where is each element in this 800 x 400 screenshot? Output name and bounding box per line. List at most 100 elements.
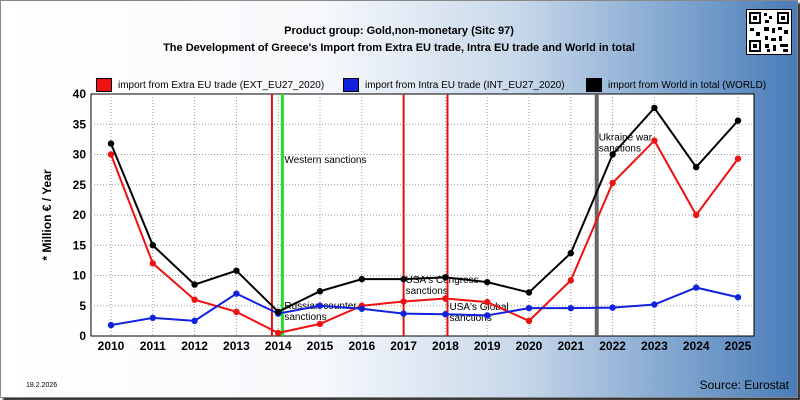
legend-swatch-red xyxy=(96,78,112,92)
series-point-2 xyxy=(609,151,616,158)
series-point-0 xyxy=(275,329,282,337)
event-label: sanctions xyxy=(599,144,641,155)
series-point-1 xyxy=(316,302,324,309)
series-point-0 xyxy=(525,317,533,325)
y-tick-label: 10 xyxy=(73,269,87,283)
x-tick-label: 2010 xyxy=(98,339,125,353)
series-point-2 xyxy=(525,289,533,296)
series-line-0 xyxy=(110,138,739,335)
y-tick-label: 30 xyxy=(73,148,87,162)
series-point-2 xyxy=(107,140,115,147)
legend-label-world: import from World in total (WORLD) xyxy=(608,79,767,91)
x-tick-label: 2019 xyxy=(474,339,501,353)
series-point-1 xyxy=(525,304,533,312)
x-tick-label: 2024 xyxy=(683,339,710,353)
series-point-2 xyxy=(316,288,324,295)
series-point-1 xyxy=(233,290,240,297)
y-tick-label: 25 xyxy=(73,178,87,192)
series-point-0 xyxy=(651,137,658,144)
series-lines xyxy=(107,104,742,337)
y-tick-label: 5 xyxy=(79,299,86,313)
series-point-1 xyxy=(149,314,156,322)
x-tick-label: 2020 xyxy=(516,339,543,353)
event-label: sanctions xyxy=(284,312,326,323)
series-point-0 xyxy=(107,151,115,158)
series-point-0 xyxy=(484,298,491,306)
y-tick-label: 0 xyxy=(79,329,86,343)
x-tick-label: 2025 xyxy=(725,339,752,353)
y-tick-label: 35 xyxy=(73,117,87,131)
chart-legend: import from Extra EU trade (EXT_EU27_202… xyxy=(96,78,776,94)
series-point-2 xyxy=(567,249,574,257)
x-tick-label: 2015 xyxy=(307,339,334,353)
series-line-2 xyxy=(110,106,739,314)
y-tick-label: 40 xyxy=(73,87,87,101)
series-point-2 xyxy=(400,275,407,283)
series-point-0 xyxy=(693,211,700,219)
series-point-1 xyxy=(567,304,574,312)
event-label: sanctions xyxy=(406,286,448,297)
series-point-1 xyxy=(484,312,491,319)
x-tick-label: 2018 xyxy=(432,339,459,353)
x-tick-label: 2022 xyxy=(599,339,626,353)
chart-title-line2: The Development of Greece's Import from … xyxy=(163,42,635,54)
event-label: Ukraine war xyxy=(599,133,653,144)
legend-label-intra-eu: import from Intra EU trade (INT_EU27_202… xyxy=(365,79,565,91)
series-point-1 xyxy=(651,301,658,308)
series-point-2 xyxy=(693,164,700,171)
series-point-1 xyxy=(609,304,616,311)
series-point-2 xyxy=(275,308,282,315)
series-point-2 xyxy=(191,281,198,288)
qr-code xyxy=(746,9,792,55)
event-label: USA's Congress xyxy=(406,275,479,286)
series-line-1 xyxy=(110,286,739,327)
series-point-0 xyxy=(233,308,240,315)
series-point-0 xyxy=(442,295,449,302)
y-tick-label: 15 xyxy=(73,238,87,252)
series-point-0 xyxy=(316,320,324,328)
series-point-1 xyxy=(734,294,742,301)
legend-swatch-black xyxy=(586,78,602,92)
x-tick-label: 2012 xyxy=(181,339,208,353)
series-point-0 xyxy=(734,155,742,162)
legend-swatch-blue xyxy=(343,78,359,92)
series-point-2 xyxy=(149,242,156,249)
x-tick-label: 2013 xyxy=(223,339,250,353)
series-point-0 xyxy=(609,179,616,187)
series-point-2 xyxy=(484,278,491,286)
legend-label-extra-eu: import from Extra EU trade (EXT_EU27_202… xyxy=(118,79,325,91)
series-point-2 xyxy=(233,267,240,274)
series-point-1 xyxy=(107,321,115,329)
y-axis-label: * Million € / Year xyxy=(40,169,54,260)
legend-item-extra-eu: import from Extra EU trade (EXT_EU27_202… xyxy=(96,78,324,92)
series-point-0 xyxy=(191,296,198,303)
series-point-2 xyxy=(734,117,742,124)
series-point-1 xyxy=(400,310,407,317)
legend-item-world: import from World in total (WORLD) xyxy=(586,78,766,92)
x-tick-label: 2021 xyxy=(557,339,584,353)
y-tick-label: 20 xyxy=(73,208,87,222)
qr-code-graphic xyxy=(749,12,789,52)
series-point-0 xyxy=(567,277,574,284)
series-point-2 xyxy=(442,274,449,281)
series-point-1 xyxy=(191,317,198,325)
event-label: sanctions xyxy=(449,313,491,324)
date-stamp: 18.2.2026 xyxy=(26,382,58,389)
series-point-1 xyxy=(442,311,449,318)
x-tick-label: 2023 xyxy=(641,339,668,353)
series-point-2 xyxy=(358,275,365,283)
source-label: Source: Eurostat xyxy=(699,378,789,392)
event-label: USA's Global xyxy=(449,302,508,313)
series-point-2 xyxy=(651,104,658,112)
event-label: Western sanctions xyxy=(284,155,366,166)
series-point-0 xyxy=(149,260,156,267)
x-tick-label: 2014 xyxy=(265,339,292,353)
series-point-1 xyxy=(358,305,365,312)
x-tick-label: 2017 xyxy=(390,339,417,353)
x-tick-label: 2011 xyxy=(140,339,166,353)
series-point-1 xyxy=(693,284,700,291)
